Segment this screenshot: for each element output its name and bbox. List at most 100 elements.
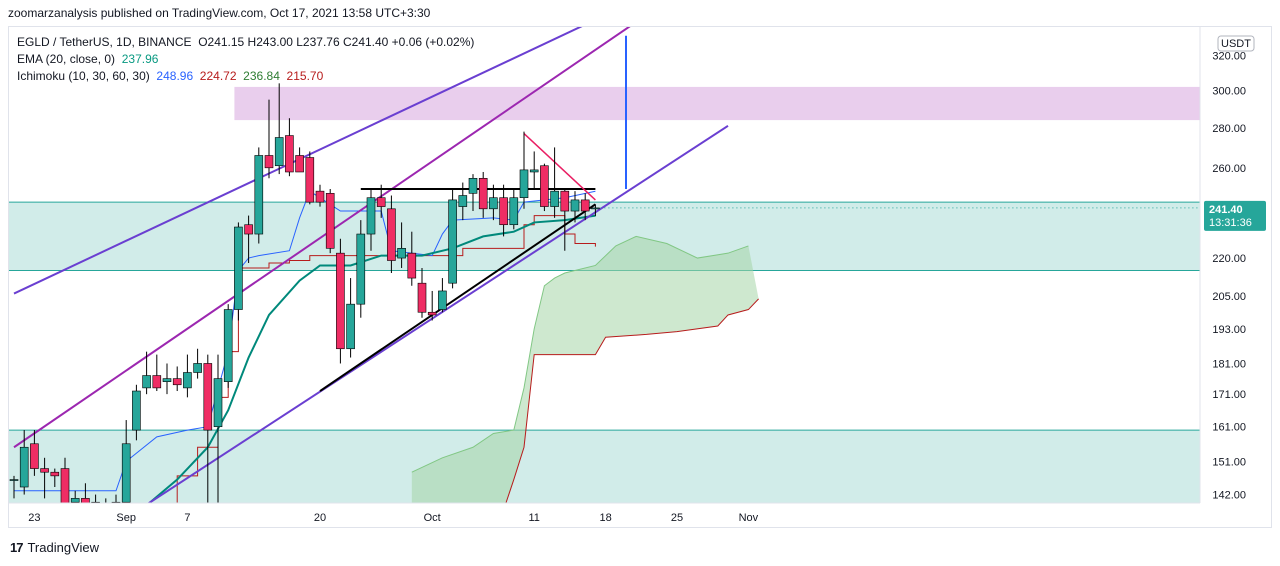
ema-label[interactable]: EMA (20, close, 0)	[17, 52, 116, 66]
triangle-support-line	[319, 203, 596, 392]
time-tick-label: Sep	[116, 512, 136, 524]
zone-resistance	[234, 86, 1200, 121]
candle-body	[387, 208, 396, 261]
candle	[254, 147, 264, 244]
price-axis[interactable]: 320.00300.00280.00260.00240.00220.00205.…	[1199, 27, 1266, 503]
candle-body	[427, 311, 437, 316]
candle-body	[30, 443, 39, 469]
ema-value: 237.96	[121, 52, 159, 66]
candle	[30, 430, 39, 476]
time-tick-label: 23	[28, 512, 40, 524]
candle	[407, 231, 417, 286]
candle-body	[519, 169, 529, 199]
candle-body	[102, 506, 110, 510]
candle	[234, 222, 243, 321]
candle	[40, 457, 49, 499]
price-tick-label: 151.00	[1212, 456, 1246, 468]
candle-body	[81, 498, 90, 503]
candle-body	[540, 165, 549, 207]
candle-body	[193, 363, 202, 373]
candle	[478, 171, 488, 218]
candle-body	[121, 443, 131, 503]
candle-body	[366, 197, 376, 235]
candle	[264, 99, 274, 179]
candle-body	[376, 197, 386, 207]
candle	[315, 184, 325, 207]
candle-body	[172, 378, 182, 386]
candle-body	[407, 252, 417, 279]
candle	[285, 118, 294, 177]
candle-body	[458, 195, 468, 207]
last-price-label: 241.40	[1209, 204, 1243, 216]
candle	[519, 131, 529, 209]
ohlc-values: O241.15 H243.00 L237.76 C241.40 +0.06 (+…	[198, 35, 475, 49]
candle	[489, 184, 498, 221]
candle	[132, 384, 141, 441]
candle	[325, 188, 335, 254]
time-tick-label: 7	[184, 512, 190, 524]
candle	[70, 490, 80, 503]
candle-body	[285, 135, 294, 173]
candle-body	[213, 378, 223, 428]
candle	[295, 147, 304, 173]
triangle-resistance-line	[523, 133, 596, 201]
candle	[152, 354, 162, 392]
candle-body	[234, 226, 243, 310]
time-axis[interactable]: 23 Sep 7 20 Oct 11 18 25 Nov	[9, 502, 1200, 524]
ichimoku-conversion-value: 248.96	[156, 69, 194, 83]
price-tick-label: 161.00	[1212, 422, 1246, 434]
time-tick-label: 20	[314, 512, 326, 524]
candle-body	[468, 177, 478, 194]
ichimoku-span-a-value: 236.84	[243, 69, 280, 83]
candle	[81, 483, 90, 503]
candle	[102, 498, 110, 510]
price-tick-label: 260.00	[1212, 163, 1246, 175]
candle	[550, 147, 559, 218]
candle-body	[50, 471, 60, 477]
candle-body	[244, 224, 253, 235]
candle	[427, 290, 437, 321]
price-tick-label: 171.00	[1212, 389, 1246, 401]
candle	[366, 188, 376, 251]
candle-body	[356, 233, 366, 305]
candle-body	[591, 207, 600, 210]
candle	[356, 220, 366, 318]
candle	[183, 354, 192, 398]
candle	[376, 184, 386, 218]
footer-brand[interactable]: 17 TradingView	[10, 540, 99, 555]
candles-layer	[9, 83, 1200, 510]
ichimoku-cloud	[411, 236, 759, 503]
ichimoku-conversion-line	[14, 190, 596, 492]
time-tick-label: 25	[671, 512, 683, 524]
candle	[203, 354, 213, 503]
time-tick-label: Oct	[424, 512, 441, 524]
time-tick-label: 11	[528, 512, 539, 524]
symbol-label[interactable]: EGLD / TetherUS, 1D, BINANCE	[17, 35, 192, 49]
candle	[50, 468, 60, 488]
candle	[397, 222, 406, 268]
brand-name: TradingView	[27, 540, 100, 555]
time-tick-label: 18	[599, 512, 611, 524]
candle	[346, 278, 355, 358]
ichimoku-cloud-layer	[411, 235, 759, 503]
candle-body	[346, 303, 355, 350]
ichimoku-label[interactable]: Ichimoku (10, 30, 60, 30)	[17, 69, 150, 83]
unit-badge-label: USDT	[1221, 38, 1251, 50]
price-tick-label: 280.00	[1212, 123, 1246, 135]
candle-body	[60, 468, 70, 503]
candle-body	[417, 282, 427, 313]
price-tick-label: 181.00	[1212, 358, 1246, 370]
candle-body	[509, 197, 519, 226]
candle	[213, 354, 223, 503]
candle	[448, 188, 457, 289]
publisher-line: zoomarzanalysis published on TradingView…	[8, 6, 431, 20]
ichimoku-base-value: 224.72	[199, 69, 237, 83]
candle	[172, 366, 182, 392]
candle-body	[274, 137, 284, 167]
price-tick-label: 300.00	[1212, 86, 1246, 98]
candle-body	[295, 155, 304, 173]
candle-body	[152, 375, 162, 389]
candle-body	[19, 446, 29, 488]
candle-body	[478, 177, 488, 210]
